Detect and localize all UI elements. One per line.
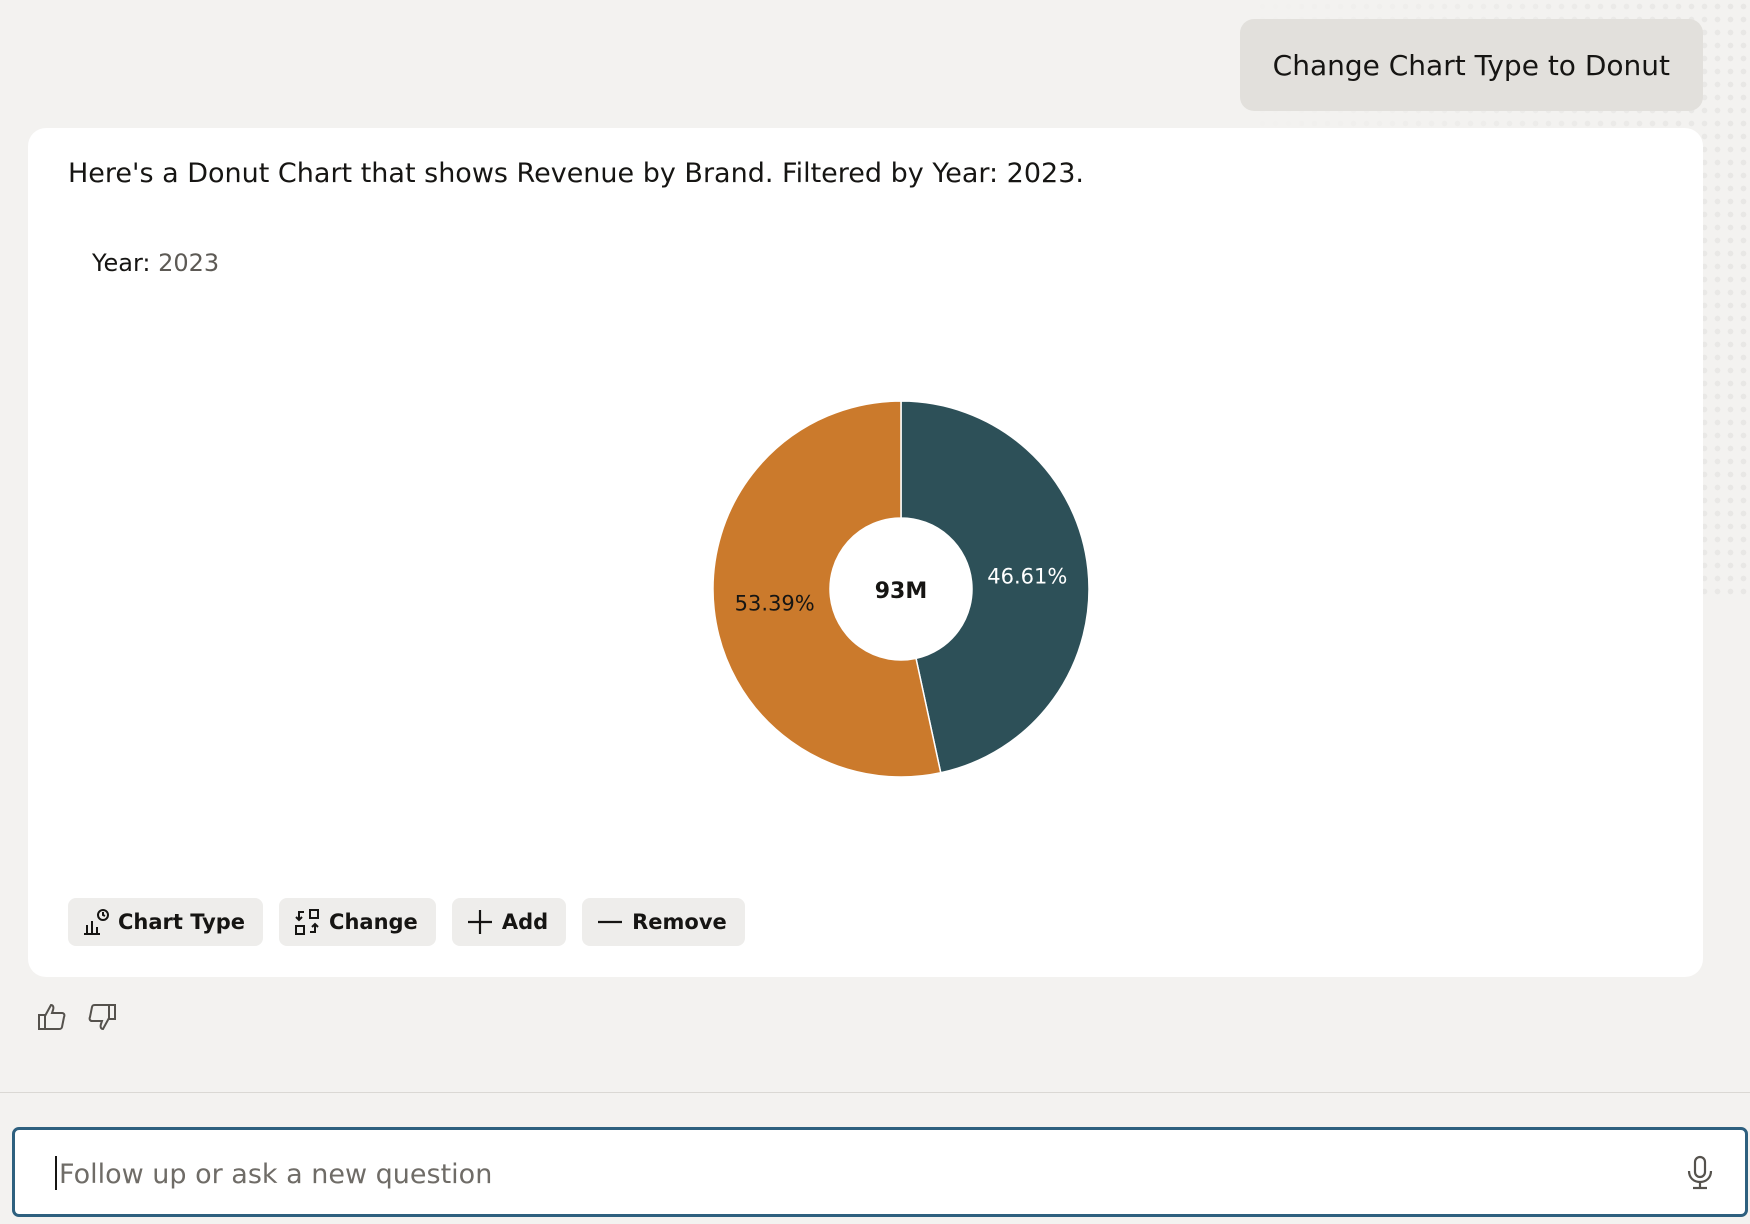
chart-type-label: Chart Type [118,910,246,934]
plus-icon [466,908,494,936]
swap-icon [293,908,321,936]
feedback-controls [36,1001,118,1033]
donut-slice-0[interactable] [900,400,1090,774]
response-text: Here's a Donut Chart that shows Revenue … [68,158,1084,189]
minus-icon [596,908,624,936]
remove-button[interactable]: Remove [582,898,745,946]
donut-chart-svg: 46.61% 53.39% 93M [712,400,1090,778]
donut-labels: 46.61% 53.39% [735,565,1068,616]
change-button[interactable]: Change [279,898,436,946]
filter-label: Year: [92,249,151,277]
thumbs-up-icon[interactable] [36,1001,68,1033]
text-cursor [55,1156,57,1190]
question-input[interactable] [57,1144,1621,1204]
assistant-response-card: Here's a Donut Chart that shows Revenue … [28,128,1703,977]
change-label: Change [329,910,418,934]
question-input-box[interactable] [12,1127,1748,1217]
chart-type-button[interactable]: Chart Type [68,898,264,946]
filter-value: 2023 [158,249,220,277]
microphone-icon[interactable] [1683,1155,1717,1191]
composer-divider [0,1092,1750,1093]
user-message-bubble: Change Chart Type to Donut [1239,19,1703,111]
add-label: Add [501,910,549,934]
chart-type-icon [82,908,110,936]
donut-slices [712,400,1090,778]
donut-slice-label-0: 46.61% [987,565,1067,589]
chart-actions-toolbar: Chart Type Change [68,898,745,946]
user-message-text: Change Chart Type to Donut [1272,48,1670,82]
thumbs-down-icon[interactable] [86,1001,118,1033]
donut-chart: 46.61% 53.39% 93M [661,349,1141,829]
filter-chip: Year: 2023 [92,249,219,277]
add-button[interactable]: Add [451,898,567,946]
donut-slice-1[interactable] [712,400,942,778]
remove-label: Remove [632,910,727,934]
donut-center-total: 93M [875,579,928,604]
donut-slice-label-1: 53.39% [735,591,815,615]
